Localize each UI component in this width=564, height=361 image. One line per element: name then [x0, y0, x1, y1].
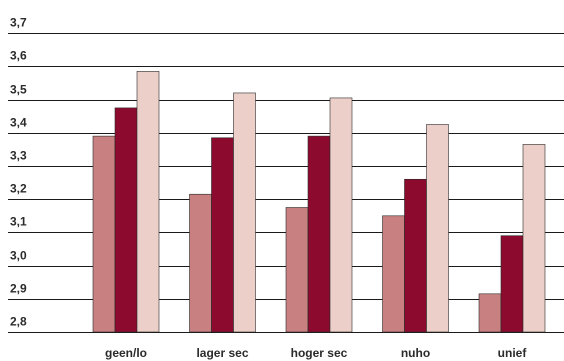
bar — [92, 135, 116, 333]
bar — [114, 107, 138, 333]
x-category-label: hoger sec — [291, 346, 348, 360]
bar — [329, 97, 353, 333]
bar — [136, 71, 160, 333]
y-tick-label: 3,3 — [10, 149, 27, 163]
x-category-label: unief — [498, 346, 528, 360]
bar — [478, 293, 502, 333]
bar — [307, 135, 331, 333]
y-tick-label: 3,7 — [10, 16, 27, 30]
bar — [189, 193, 212, 333]
bar — [211, 137, 234, 333]
y-tick-label: 3,5 — [10, 83, 27, 97]
x-category-label: lager sec — [196, 346, 248, 360]
y-tick-label: 2,8 — [10, 315, 27, 329]
y-tick-label: 3,0 — [10, 249, 27, 263]
bar — [404, 178, 427, 333]
y-tick-label: 3,6 — [10, 49, 27, 63]
y-tick-label: 2,9 — [10, 282, 27, 296]
bar — [233, 92, 256, 333]
bar — [426, 124, 449, 333]
y-axis-tick-labels: 2,8 2,9 3,0 3,1 3,2 3,3 3,4 3,5 3,6 3,7 — [10, 16, 27, 329]
bar — [285, 207, 309, 333]
y-tick-label: 3,4 — [10, 116, 27, 130]
bar — [500, 235, 524, 333]
bar — [522, 144, 546, 333]
y-tick-label: 3,1 — [10, 215, 27, 229]
x-axis-category-labels: geen/lo lager sec hoger sec nuho unief — [105, 346, 527, 360]
x-category-label: nuho — [401, 346, 430, 360]
x-category-label: geen/lo — [105, 346, 147, 360]
bars — [92, 71, 546, 333]
bar — [382, 215, 405, 333]
y-tick-label: 3,2 — [10, 182, 27, 196]
